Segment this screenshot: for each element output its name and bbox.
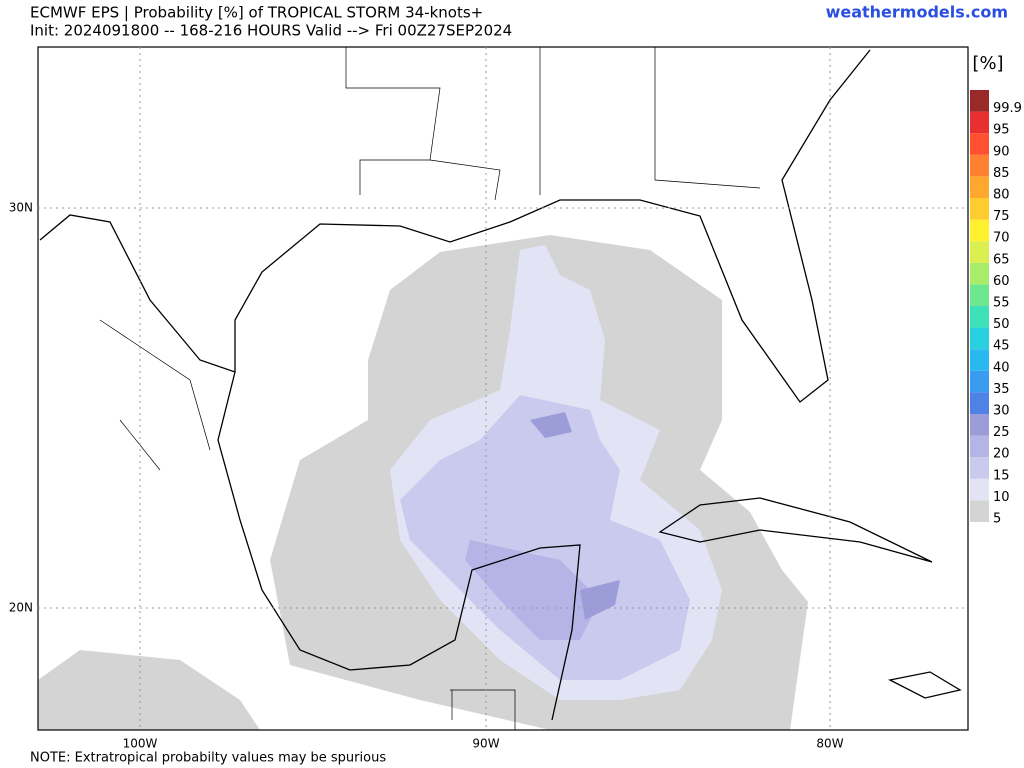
colorbar-swatch: [970, 262, 989, 285]
colorbar-label: 30: [993, 404, 1010, 419]
colorbar-label: 75: [993, 209, 1010, 224]
colorbar-label: 5: [993, 512, 1001, 527]
colorbar-swatch: [970, 176, 989, 198]
colorbar-label: 45: [993, 339, 1010, 354]
lon-label: 80W: [816, 737, 843, 751]
colorbar-swatch: [970, 370, 989, 393]
colorbar-swatch: [970, 392, 989, 414]
colorbar-swatch: [970, 349, 989, 371]
colorbar-swatch: [970, 457, 989, 479]
colorbar-swatch: [970, 435, 989, 458]
subtitle: Init: 2024091800 -- 168-216 HOURS Valid …: [30, 22, 512, 40]
colorbar: 5 10 15 20 25 30 35 40 45 50 55 60 65 70 75 80 85 90 95 99.…: [970, 90, 1022, 527]
colorbar-swatch: [970, 241, 989, 263]
colorbar-label: 10: [993, 490, 1010, 505]
colorbar-label: 70: [993, 231, 1010, 246]
colorbar-swatch: [970, 111, 989, 134]
title: ECMWF EPS | Probability [%] of TROPICAL …: [30, 4, 483, 22]
colorbar-unit: [%]: [972, 53, 1003, 74]
colorbar-swatch: [970, 133, 989, 155]
colorbar-label: 99.9: [993, 101, 1022, 116]
colorbar-label: 80: [993, 188, 1010, 203]
colorbar-swatch: [970, 478, 989, 501]
colorbar-label: 25: [993, 425, 1010, 440]
colorbar-label: 60: [993, 274, 1010, 289]
colorbar-label: 35: [993, 382, 1010, 397]
colorbar-label: 85: [993, 166, 1010, 181]
colorbar-label: 40: [993, 360, 1010, 375]
colorbar-label: 55: [993, 296, 1010, 311]
map: 30N 20N 100W 90W 80W: [9, 46, 969, 751]
colorbar-swatch: [970, 306, 989, 328]
colorbar-swatch: [970, 284, 989, 306]
colorbar-label: 95: [993, 123, 1010, 138]
colorbar-swatch: [970, 90, 989, 112]
colorbar-swatch: [970, 500, 989, 522]
colorbar-label: 50: [993, 317, 1010, 332]
colorbar-label: 15: [993, 468, 1010, 483]
colorbar-label: 65: [993, 252, 1010, 267]
lon-label: 100W: [123, 737, 158, 751]
colorbar-swatch: [970, 414, 989, 436]
colorbar-swatch: [970, 198, 989, 220]
colorbar-label: 20: [993, 447, 1010, 462]
colorbar-swatch: [970, 219, 989, 242]
colorbar-swatch: [970, 154, 989, 177]
site-name: weathermodels.com: [826, 3, 1008, 22]
colorbar-swatch: [970, 327, 989, 350]
lat-label: 20N: [9, 601, 33, 615]
lat-label: 30N: [9, 201, 33, 215]
lon-label: 90W: [472, 737, 499, 751]
colorbar-label: 90: [993, 144, 1010, 159]
footer-note: NOTE: Extratropical probabilty values ma…: [30, 751, 386, 766]
